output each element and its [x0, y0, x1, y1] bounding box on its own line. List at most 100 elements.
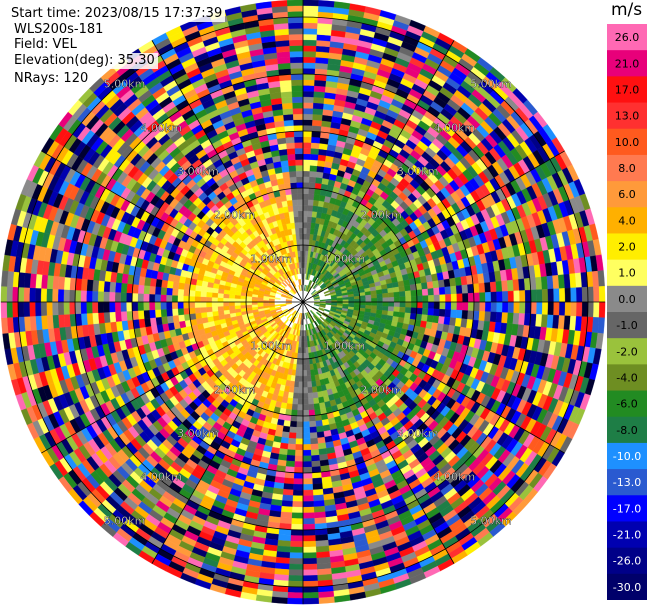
velocity-gate [286, 454, 296, 462]
velocity-gate [0, 301, 8, 318]
velocity-gate [354, 301, 361, 306]
velocity-gate [274, 304, 281, 307]
velocity-gate [318, 402, 326, 410]
velocity-gate [426, 314, 434, 323]
velocity-gate [552, 275, 560, 290]
velocity-gate [519, 301, 526, 314]
velocity-gate [305, 347, 309, 354]
velocity-gate [507, 290, 515, 303]
velocity-gate [154, 309, 162, 318]
velocity-gate [299, 358, 304, 365]
velocity-gate [287, 443, 296, 451]
velocity-gate [309, 426, 317, 434]
velocity-gate [306, 369, 311, 377]
velocity-gate [365, 298, 372, 303]
velocity-gate [302, 11, 319, 18]
velocity-gate [484, 301, 492, 312]
velocity-gate [576, 287, 583, 303]
velocity-gate [229, 308, 236, 314]
velocity-gate [291, 506, 304, 514]
velocity-gate [461, 310, 469, 320]
velocity-gate [299, 364, 304, 371]
velocity-gate [188, 301, 196, 309]
velocity-gate [399, 306, 406, 313]
velocity-gate [535, 314, 543, 328]
velocity-gate [540, 276, 548, 290]
velocity-gate [302, 90, 315, 98]
velocity-gate [302, 483, 313, 491]
velocity-gate [399, 291, 406, 298]
velocity-gate [171, 288, 179, 296]
velocity-gate [217, 292, 224, 298]
velocity-gate [308, 415, 316, 422]
velocity-gate [92, 312, 100, 325]
velocity-gate [302, 165, 311, 172]
velocity-gate [302, 506, 315, 514]
velocity-gate [74, 289, 82, 303]
velocity-gate [382, 301, 389, 307]
velocity-gate [63, 301, 70, 315]
velocity-gate [438, 286, 446, 295]
velocity-gate [211, 306, 219, 312]
velocity-gate [286, 449, 296, 456]
velocity-gate [393, 291, 400, 298]
velocity-gate [553, 301, 560, 316]
velocity-gate [307, 199, 314, 206]
velocity-gate [302, 5, 319, 12]
velocity-gate [310, 289, 316, 295]
velocity-gate [280, 511, 293, 519]
velocity-gate [294, 461, 304, 468]
velocity-gate [455, 309, 463, 319]
velocity-gate [296, 409, 304, 417]
velocity-gate [387, 287, 394, 294]
velocity-gate [223, 293, 230, 299]
velocity-gate [445, 301, 452, 310]
velocity-gate [433, 287, 440, 296]
velocity-gate [293, 483, 304, 491]
velocity-gate [317, 396, 325, 404]
velocity-gate [289, 546, 304, 553]
velocity-gate [314, 517, 327, 525]
velocity-gate [166, 287, 173, 296]
velocity-gate [40, 301, 48, 316]
velocity-gate [251, 301, 258, 305]
velocity-gate [524, 301, 532, 315]
velocity-gate [154, 301, 161, 310]
velocity-gate [433, 301, 440, 310]
velocity-gate [302, 472, 313, 479]
velocity-gate [277, 534, 291, 542]
velocity-gate [302, 489, 314, 496]
velocity-gate [397, 280, 405, 288]
velocity-gate [282, 425, 291, 433]
velocity-gate [404, 284, 411, 292]
velocity-gate [318, 0, 335, 8]
velocity-gate [309, 176, 317, 184]
velocity-gate [148, 301, 156, 311]
velocity-gate [376, 289, 383, 295]
velocity-gate [317, 160, 326, 168]
velocity-gate [307, 210, 313, 218]
velocity-gate [570, 287, 577, 303]
velocity-gate [302, 153, 311, 160]
velocity-gate [126, 292, 133, 303]
velocity-gate [300, 347, 304, 354]
velocity-gate [302, 28, 318, 35]
velocity-gate [311, 460, 321, 468]
velocity-gate [285, 403, 293, 410]
velocity-gate [311, 380, 317, 388]
velocity-gate [271, 596, 288, 604]
velocity-gate [103, 311, 111, 324]
velocity-gate [292, 398, 299, 405]
velocity-gate [109, 281, 117, 293]
velocity-gate [285, 460, 295, 468]
velocity-gate [206, 291, 213, 298]
velocity-gate [293, 466, 304, 474]
velocity-gate [302, 130, 313, 138]
velocity-gate [91, 290, 99, 303]
velocity-gate [302, 108, 314, 115]
velocity-gate [302, 193, 309, 200]
velocity-gate [302, 33, 318, 41]
velocity-gate [324, 308, 331, 313]
velocity-gate [194, 301, 201, 308]
velocity-gate [570, 301, 577, 317]
